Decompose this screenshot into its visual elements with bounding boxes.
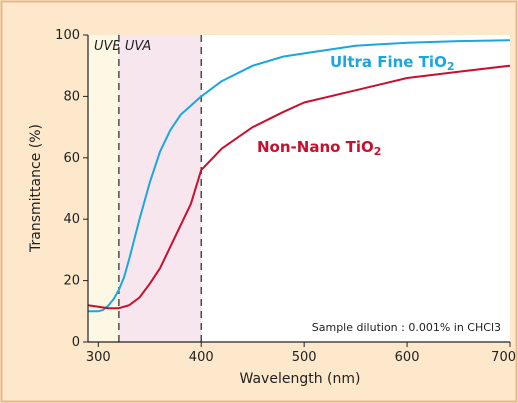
y-tick-label: 20 [63, 274, 80, 289]
series-label-non-nano: Non-Nano TiO2 [257, 138, 381, 158]
series-label-ultra-fine: Ultra Fine TiO2 [330, 53, 454, 73]
series-line-ultra-fine [88, 39, 511, 313]
x-tick-label: 300 [86, 350, 111, 365]
band-label-uvb: UVB [94, 39, 121, 54]
series-line-non-nano [87, 64, 511, 310]
band-label-uva: UVA [125, 39, 151, 54]
y-tick-label: 100 [55, 28, 80, 43]
y-axis-label: Transmittance (%) [28, 124, 44, 253]
x-tick-label: 600 [395, 350, 420, 365]
x-tick-label: 400 [189, 350, 214, 365]
y-tick-label: 60 [63, 151, 80, 166]
y-tick-label: 80 [63, 89, 80, 104]
x-tick-label: 500 [292, 350, 317, 365]
band-uvb [88, 35, 119, 342]
x-axis-label: Wavelength (nm) [240, 371, 361, 387]
y-tick-label: 40 [63, 212, 80, 227]
band-uva [118, 35, 202, 342]
sample-note: Sample dilution : 0.001% in CHCl3 [312, 321, 501, 334]
y-tick-label: 0 [72, 335, 80, 350]
x-tick-label: 700 [491, 350, 516, 365]
